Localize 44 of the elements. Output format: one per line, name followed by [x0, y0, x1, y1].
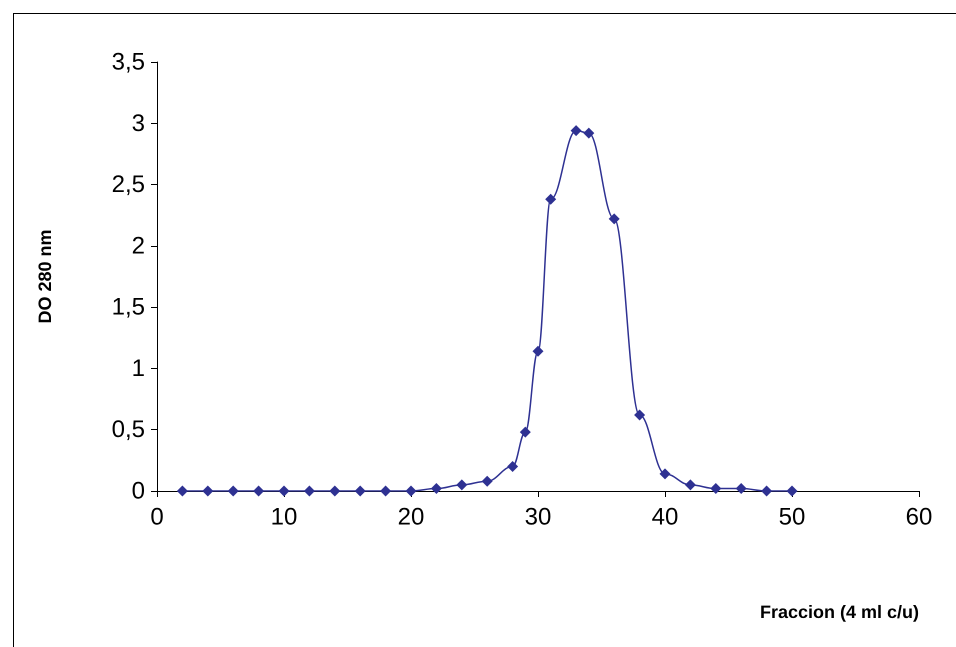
point [786, 486, 798, 496]
point [583, 128, 594, 139]
point [456, 479, 468, 490]
point [634, 410, 646, 421]
point [482, 476, 493, 487]
point [710, 483, 722, 494]
point [228, 486, 239, 496]
point [520, 426, 531, 438]
point [329, 486, 340, 496]
x-tick-label: 10 [270, 504, 298, 530]
point [304, 486, 315, 496]
y-tick-label: 1 [132, 354, 145, 382]
point [354, 486, 366, 496]
x-tick-label: 30 [524, 504, 552, 530]
y-tick-label: 2 [132, 232, 145, 260]
x-tick-label: 50 [778, 504, 806, 530]
point [761, 486, 772, 496]
y-tick-label: 2,5 [112, 171, 145, 198]
x-axis-title: Fraccion (4 ml c/u) [760, 602, 919, 622]
point [532, 346, 544, 357]
point [608, 213, 620, 224]
x-tick-label: 60 [906, 504, 932, 530]
y-tick-label: 3 [132, 110, 145, 137]
y-tick-label: 3,5 [112, 48, 145, 76]
point [406, 486, 416, 496]
y-axis-title: DO 280 nm [35, 229, 55, 324]
y-tick-label: 0 [132, 478, 145, 504]
y-tick-label: 0,5 [112, 416, 145, 444]
point [278, 486, 290, 496]
point [430, 483, 442, 494]
point [684, 479, 696, 490]
x-tick-label: 0 [150, 504, 164, 530]
point [545, 194, 556, 205]
point [253, 486, 264, 496]
x-tick-label: 40 [652, 504, 678, 530]
point [570, 125, 582, 136]
x-tick-label: 20 [398, 504, 424, 530]
point [736, 483, 747, 494]
point [507, 460, 518, 472]
y-tick-label: 1,5 [112, 294, 145, 321]
point [202, 486, 214, 496]
point [660, 468, 670, 480]
point [380, 486, 392, 496]
point [176, 486, 188, 496]
